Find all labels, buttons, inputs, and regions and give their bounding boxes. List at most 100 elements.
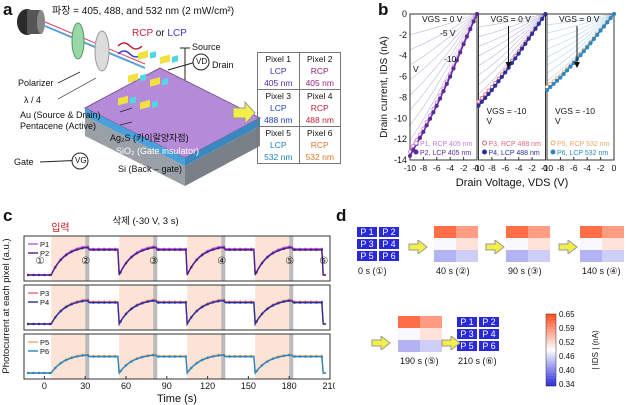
legend-label: P6 [40,347,49,356]
arrow-shape [408,240,428,254]
data-point [26,371,30,375]
colorbar-step [546,368,556,370]
heatmap-cell [398,328,420,340]
gate-sweep-curve [409,13,478,51]
colorbar-step [546,374,556,376]
x-tick-label: -10 [404,163,417,173]
data-point [108,248,111,252]
panel-label-c: c [3,206,13,225]
data-point [464,34,469,39]
vgs-label: V [413,64,419,74]
x-tick-label: -4 [515,163,523,173]
heatmap-cell [580,238,602,250]
heatmap-cell [580,226,602,238]
data-point [266,307,269,311]
colorbar-step [546,382,556,384]
gate-sweep-curve [546,13,615,42]
data-point [130,360,133,363]
data-point [222,299,226,302]
erase-region [153,334,158,379]
data-point [75,248,79,251]
data-point [157,248,160,252]
colorbar-tick-label: 0.40 [559,366,575,375]
frame-time-label: 90 s (③) [508,266,542,276]
colorbar-tick-label: 0.46 [559,352,575,361]
step-marker: ④ [217,256,226,267]
colorbar-step [546,339,556,341]
erase-region [85,285,90,330]
data-point [141,302,144,305]
data-point [211,301,215,304]
step-marker: ⑤ [285,256,294,267]
erase-region [153,236,158,281]
table-cell: Pixel 2 [298,52,341,65]
data-point [288,246,291,249]
legend-label: P2 [40,249,49,258]
x-tick-label: 30 [80,381,90,391]
data-point [113,301,117,304]
legend-label: P5, RCP 532 nm [557,141,610,148]
subplot-frame [478,13,546,161]
heatmap-cell [420,328,442,340]
colorbar-step [546,324,556,327]
erase-region [221,334,226,379]
data-point [565,68,570,73]
colorbar-step [546,348,556,351]
heatmap-frame [580,226,624,262]
data-point [239,248,242,252]
heatmap-cell: P 3 [356,238,378,250]
data-point [48,371,52,375]
data-point [103,248,106,252]
heatmap-cell [506,250,528,262]
heatmap-cell [434,226,456,238]
data-point [135,252,139,255]
light-source-icon [17,9,45,35]
colorbar-tick-label: 0.65 [559,310,575,319]
data-point [168,301,171,304]
drain-wire [167,61,197,71]
data-point [496,79,501,84]
data-point [489,88,494,93]
y-axis-label: Drain current, IDS (nA) [379,36,390,138]
data-point [59,258,62,262]
data-point [483,92,488,97]
data-point [304,301,307,304]
x-tick-label: 180 [282,381,297,391]
frame-time-label: 40 s (②) [436,266,470,276]
heatmap-cell: P 2 [478,316,500,328]
y-tick-label: -12 [394,134,407,144]
frame-time-label: 190 s (⑤) [400,356,439,366]
data-point [595,32,600,37]
erase-region [289,334,294,379]
heatmap-cell [420,340,442,352]
heatmap-cell [506,226,528,238]
colorbar-step [546,351,556,353]
data-point [119,369,122,373]
sio2-layer [85,108,185,166]
legend-label: P3, RCP 488 nm [489,141,542,148]
data-point [499,74,504,79]
heatmap-frame [434,226,478,262]
data-point [152,246,155,249]
y-tick-label: -8 [399,92,407,102]
y-tick-label: -14 [394,155,407,165]
data-point [611,11,616,16]
data-point [249,301,253,304]
polarizer-icon [71,22,85,60]
data-point [152,354,155,357]
data-point [81,247,84,250]
x-tick-label: -8 [488,163,496,173]
colorbar-step [546,320,556,322]
vd-source-icon [192,53,210,71]
data-point [135,357,139,361]
colorbar-step [546,380,556,382]
data-point [483,95,488,100]
heatmap-cell [456,250,478,262]
colorbar-step [546,353,556,355]
step-marker: ② [81,256,90,267]
colorbar-label: | IDS | (nA) [591,330,600,370]
legend-marker [550,140,556,146]
table-cell: LCP [257,65,300,77]
data-point [173,355,177,358]
step-marker: ③ [149,256,158,267]
